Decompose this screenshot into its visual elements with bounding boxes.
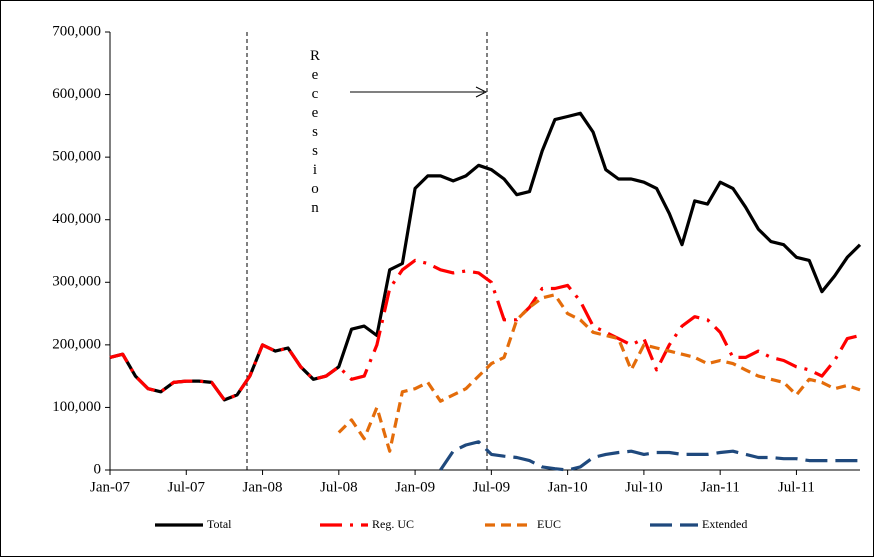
y-tick-label: 100,000 bbox=[52, 399, 101, 415]
legend-label: Reg. UC bbox=[372, 517, 414, 531]
x-tick-label: Jul-08 bbox=[320, 479, 358, 495]
y-tick-label: 0 bbox=[94, 461, 102, 477]
y-tick-label: 600,000 bbox=[52, 86, 101, 102]
x-tick-label: Jul-09 bbox=[473, 479, 511, 495]
x-tick-label: Jul-11 bbox=[778, 479, 815, 495]
x-tick-label: Jul-10 bbox=[625, 479, 663, 495]
y-tick-label: 300,000 bbox=[52, 274, 101, 290]
x-tick-label: Jan-11 bbox=[700, 479, 739, 495]
y-tick-label: 400,000 bbox=[52, 211, 101, 227]
arrow-head bbox=[475, 86, 488, 98]
series-line bbox=[337, 293, 861, 453]
x-tick-label: Jul-07 bbox=[168, 479, 206, 495]
x-tick-label: Jan-10 bbox=[548, 479, 588, 495]
y-tick-label: 500,000 bbox=[52, 149, 101, 165]
series-line bbox=[109, 111, 862, 402]
series-line bbox=[439, 440, 860, 472]
legend-label: Total bbox=[207, 517, 232, 531]
x-tick-label: Jan-08 bbox=[243, 479, 283, 495]
annotation: Recession bbox=[307, 48, 323, 219]
legend-label: EUC bbox=[537, 517, 561, 531]
series-line bbox=[109, 258, 861, 402]
legend-label: Extended bbox=[702, 517, 747, 531]
x-tick-label: Jan-07 bbox=[90, 479, 130, 495]
y-tick-label: 700,000 bbox=[52, 23, 101, 39]
x-tick-label: Jan-09 bbox=[395, 479, 435, 495]
y-tick-label: 200,000 bbox=[52, 336, 101, 352]
